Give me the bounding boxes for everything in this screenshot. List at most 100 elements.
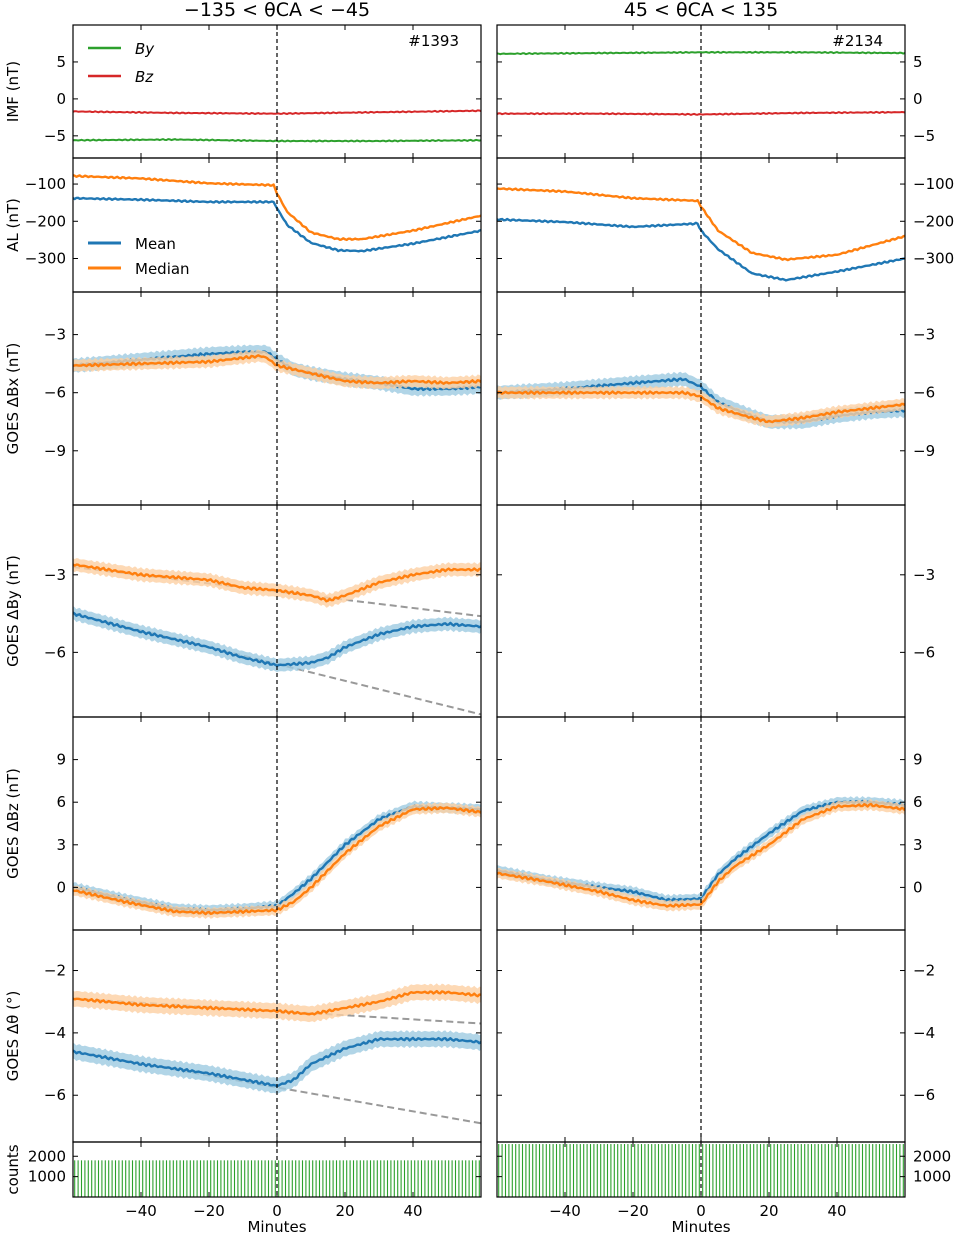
counts-bar (895, 1144, 898, 1197)
counts-bar (468, 1160, 470, 1197)
counts-bar (498, 1144, 500, 1197)
counts-bar (237, 1160, 239, 1197)
counts-bar (335, 1160, 338, 1197)
y-tick-label: −6 (44, 384, 66, 402)
counts-bar (855, 1144, 857, 1197)
counts-bar (722, 1144, 724, 1197)
counts-bar (719, 1144, 721, 1197)
counts-bar (634, 1144, 636, 1197)
counts-bar (620, 1144, 622, 1197)
counts-bar (780, 1144, 782, 1197)
counts-bar (678, 1144, 680, 1197)
counts-bar (87, 1160, 89, 1197)
y-tick-label: −100 (25, 175, 66, 193)
counts-bar (790, 1144, 792, 1197)
counts-bar (230, 1160, 232, 1197)
counts-bar (179, 1160, 181, 1197)
median-series-line (73, 989, 481, 1016)
counts-bar (312, 1160, 314, 1197)
counts-bar (685, 1144, 687, 1197)
y-tick-label: −3 (44, 566, 66, 584)
y-axis-label: GOES ΔBy (nT) (4, 555, 22, 667)
counts-bar (821, 1144, 823, 1197)
y-tick-label: −5 (44, 127, 66, 145)
counts-bar (576, 1144, 578, 1197)
counts-bar (77, 1160, 79, 1197)
counts-bar (104, 1160, 106, 1197)
counts-bar (441, 1160, 443, 1197)
y-axis-label: GOES Δθ (°) (4, 991, 22, 1082)
counts-bar (244, 1160, 246, 1197)
counts-bar (227, 1160, 229, 1197)
counts-bar (521, 1144, 524, 1197)
counts-bar (159, 1160, 161, 1197)
counts-bar (688, 1144, 690, 1197)
counts-bar (596, 1144, 598, 1197)
bz-series-line (497, 110, 905, 116)
y-tick-label: 3 (913, 836, 923, 854)
counts-bar (162, 1160, 164, 1197)
counts-bar (824, 1144, 826, 1197)
counts-bar (664, 1144, 666, 1197)
x-tick-label: 20 (335, 1202, 354, 1220)
counts-bar (223, 1160, 225, 1197)
counts-bar (889, 1144, 891, 1197)
y-axis-label: counts (4, 1144, 22, 1194)
counts-bar (702, 1144, 704, 1197)
counts-bar (186, 1160, 188, 1197)
counts-bar (705, 1144, 707, 1197)
counts-bar (380, 1160, 382, 1197)
counts-bar (545, 1144, 547, 1197)
counts-bar (315, 1160, 317, 1197)
counts-bar (216, 1160, 219, 1197)
counts-bar (295, 1160, 297, 1197)
panel-imf-right (497, 50, 905, 116)
counts-bar (206, 1160, 208, 1197)
y-tick-label: 0 (913, 90, 923, 108)
counts-bar (400, 1160, 402, 1197)
y-axis-label: AL (nT) (4, 198, 22, 252)
mean-series-line (73, 611, 481, 668)
counts-bar (511, 1144, 513, 1197)
y-tick-label: −9 (44, 442, 66, 460)
counts-bar (247, 1160, 249, 1197)
counts-bar (552, 1144, 554, 1197)
counts-bar (352, 1160, 355, 1197)
x-tick-label: 40 (403, 1202, 422, 1220)
counts-bar (165, 1160, 168, 1197)
counts-bar (199, 1160, 202, 1197)
counts-bar (417, 1160, 419, 1197)
counts-bar (349, 1160, 351, 1197)
x-tick-label: −40 (125, 1202, 157, 1220)
counts-bar (827, 1144, 830, 1197)
y-tick-label: −2 (44, 962, 66, 980)
counts-bar (359, 1160, 361, 1197)
counts-bar (182, 1160, 185, 1197)
counts-bar (210, 1160, 212, 1197)
counts-bar (342, 1160, 344, 1197)
counts-bar (861, 1144, 864, 1197)
counts-bar (559, 1144, 561, 1197)
counts-bar (899, 1144, 901, 1197)
counts-bar (589, 1144, 592, 1197)
counts-bar (838, 1144, 840, 1197)
y-axis-label: GOES ΔBx (nT) (4, 343, 22, 455)
counts-bar (640, 1144, 643, 1197)
counts-bar (865, 1144, 867, 1197)
counts-bar (776, 1144, 779, 1197)
mean-confidence-band (497, 751, 905, 831)
counts-bar (475, 1160, 477, 1197)
x-tick-label: 20 (759, 1202, 778, 1220)
counts-bar (458, 1160, 460, 1197)
counts-bar (661, 1144, 663, 1197)
counts-bar (155, 1160, 157, 1197)
counts-bar (390, 1160, 392, 1197)
counts-bar (858, 1144, 860, 1197)
counts-bar (461, 1160, 463, 1197)
counts-bar (80, 1160, 83, 1197)
counts-bar (288, 1160, 290, 1197)
counts-bar (111, 1160, 113, 1197)
y-tick-label: −3 (913, 566, 935, 584)
counts-bar (538, 1144, 541, 1197)
counts-bar (373, 1160, 375, 1197)
